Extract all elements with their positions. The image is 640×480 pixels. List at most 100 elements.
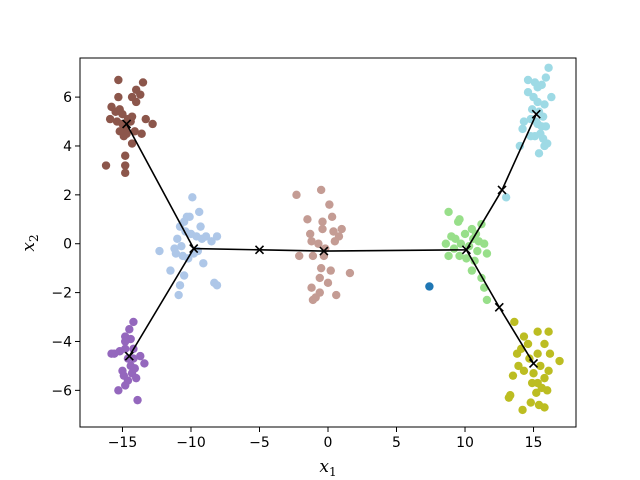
- scatter-point: [305, 229, 315, 239]
- scatter-point: [105, 114, 115, 124]
- scatter-point: [101, 161, 111, 170]
- scatter-point: [127, 92, 137, 102]
- scatter-point: [326, 266, 335, 275]
- y-tick-label: 0: [63, 237, 72, 253]
- scatter-point: [141, 114, 150, 124]
- scatter-point: [540, 141, 549, 151]
- scatter-point: [188, 193, 197, 202]
- scatter-point: [121, 168, 130, 178]
- scatter-point: [526, 398, 535, 407]
- scatter-point: [462, 254, 471, 263]
- scatter-point: [482, 249, 492, 258]
- scatter-point: [540, 373, 549, 383]
- scatter-point: [479, 239, 489, 248]
- scatter-point: [307, 237, 316, 246]
- scatter-point: [512, 349, 522, 358]
- scatter-point: [323, 278, 333, 288]
- scatter-point: [467, 266, 477, 275]
- scatter-point: [308, 295, 318, 305]
- scatter-point: [129, 317, 138, 327]
- scatter-point: [444, 251, 453, 261]
- x-marker: [254, 245, 265, 255]
- scatter-point: [544, 327, 553, 336]
- x-tick-label: 10: [456, 435, 474, 451]
- scatter-point: [130, 127, 140, 136]
- scatter-point: [541, 73, 551, 82]
- scatter-point: [137, 129, 146, 138]
- scatter-point: [536, 361, 545, 371]
- scatter-point: [510, 317, 519, 327]
- x-marker: [528, 358, 539, 369]
- scatter-point: [136, 351, 145, 361]
- scatter-point: [148, 119, 157, 129]
- scatter-point: [114, 386, 123, 395]
- scatter-point: [171, 249, 181, 258]
- axis-ticks: −15 −10 −5 0 5 10 15 −6 −4 −2 0 2 4 6: [51, 90, 542, 451]
- scatter-point: [529, 369, 538, 378]
- scatter-point: [318, 224, 327, 234]
- scatter-point: [207, 237, 216, 246]
- scatter-point: [175, 281, 185, 290]
- x-marker: [497, 185, 507, 195]
- scatter-point: [125, 325, 134, 334]
- scatter-point: [121, 381, 130, 390]
- scatter-point: [518, 124, 527, 134]
- scatter-point: [555, 356, 564, 366]
- y-tick-label: −4: [51, 334, 72, 350]
- scatter-point: [173, 234, 182, 244]
- scatter-points: [101, 63, 564, 415]
- scatter-point: [174, 290, 183, 300]
- y-tick-label: 4: [63, 139, 72, 155]
- y-tick-label: 2: [63, 188, 72, 204]
- scatter-point: [532, 388, 541, 397]
- scatter-point: [308, 251, 318, 261]
- x-marker: [124, 351, 134, 361]
- scatter-point: [533, 349, 542, 358]
- scatter-point: [155, 246, 164, 256]
- scatter-point: [523, 88, 533, 97]
- scatter-point: [126, 117, 135, 126]
- x-marker: [122, 119, 132, 129]
- scatter-point: [501, 193, 511, 202]
- x-marker: [461, 245, 471, 255]
- scatter-point: [508, 371, 518, 380]
- x-tick-label: −5: [249, 435, 270, 451]
- scatter-point: [127, 139, 137, 148]
- scatter-point: [523, 75, 533, 85]
- scatter-point: [453, 217, 463, 226]
- scatter-point: [540, 100, 549, 109]
- scatter-point: [329, 227, 338, 236]
- x-tick-label: −10: [176, 435, 206, 451]
- scatter-point: [179, 271, 189, 280]
- scatter-point: [451, 234, 460, 244]
- scatter-point: [519, 366, 529, 375]
- scatter-point: [138, 78, 148, 87]
- scatter-point: [314, 239, 323, 248]
- scatter-point: [519, 332, 529, 341]
- scatter-point: [533, 97, 542, 107]
- scatter-point: [131, 373, 141, 383]
- scatter-point: [455, 251, 464, 261]
- scatter-point: [316, 185, 326, 195]
- scatter-point: [544, 63, 553, 72]
- scatter-point: [315, 273, 324, 283]
- scatter-point: [504, 393, 514, 402]
- scatter-point: [518, 405, 527, 415]
- scatter-point: [441, 239, 451, 248]
- scatter-point: [541, 122, 551, 131]
- scatter-point: [444, 207, 453, 217]
- scatter-point: [307, 283, 316, 292]
- scatter-point: [327, 212, 337, 222]
- x-tick-label: 5: [392, 435, 401, 451]
- scatter-point: [318, 217, 327, 226]
- scatter-point: [526, 131, 535, 141]
- x-tick-label: 15: [525, 435, 543, 451]
- scatter-point: [133, 395, 142, 405]
- path-markers: [122, 109, 541, 369]
- scatter-point: [295, 251, 304, 261]
- scatter-point: [131, 85, 141, 94]
- scatter-point: [537, 80, 546, 90]
- y-axis-label: x2: [19, 234, 41, 251]
- scatter-point: [473, 246, 482, 256]
